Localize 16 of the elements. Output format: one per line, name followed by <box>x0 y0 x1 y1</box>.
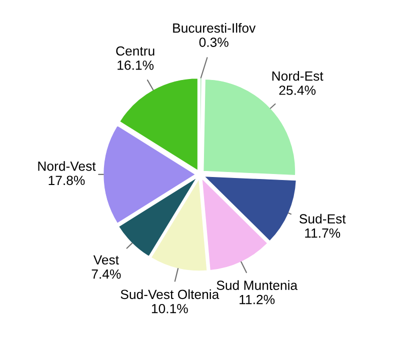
data-label: 17.8% <box>48 176 85 186</box>
data-label: 11.7% <box>305 228 340 238</box>
data-label: 25.4% <box>279 86 316 95</box>
data-label: 0.3% <box>199 38 228 47</box>
data-label: 10.1% <box>152 304 188 314</box>
slice-label: Vest <box>93 255 119 265</box>
data-label: 11.2% <box>240 294 275 304</box>
slice-label: Sud-Vest Oltenia <box>120 289 220 300</box>
slice-label: Bucuresti-Ilfov <box>173 23 256 33</box>
slice-label: Sud-Est <box>299 214 346 224</box>
slice-label: Centru <box>116 46 154 56</box>
data-label: 7.4% <box>92 269 121 279</box>
slice-label: Nord-Est <box>272 71 324 81</box>
data-label: 16.1% <box>118 60 154 70</box>
slice-label: Sud Muntenia <box>216 280 298 290</box>
slice-label: Nord-Vest <box>38 161 96 171</box>
